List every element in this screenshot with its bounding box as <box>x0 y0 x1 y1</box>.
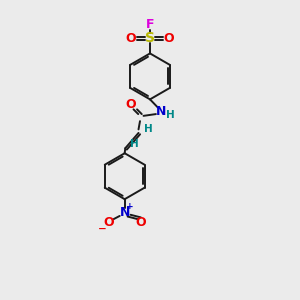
Text: O: O <box>126 32 136 45</box>
Text: H: H <box>144 124 152 134</box>
Text: H: H <box>130 139 139 149</box>
Text: O: O <box>126 98 136 111</box>
Text: N: N <box>156 105 166 118</box>
Text: +: + <box>126 202 134 211</box>
Text: O: O <box>164 32 174 45</box>
Text: O: O <box>103 216 114 229</box>
Text: F: F <box>146 18 154 32</box>
Text: O: O <box>136 216 146 229</box>
Text: −: − <box>98 224 107 234</box>
Text: N: N <box>119 206 130 219</box>
Text: H: H <box>166 110 174 120</box>
Text: S: S <box>145 31 155 45</box>
